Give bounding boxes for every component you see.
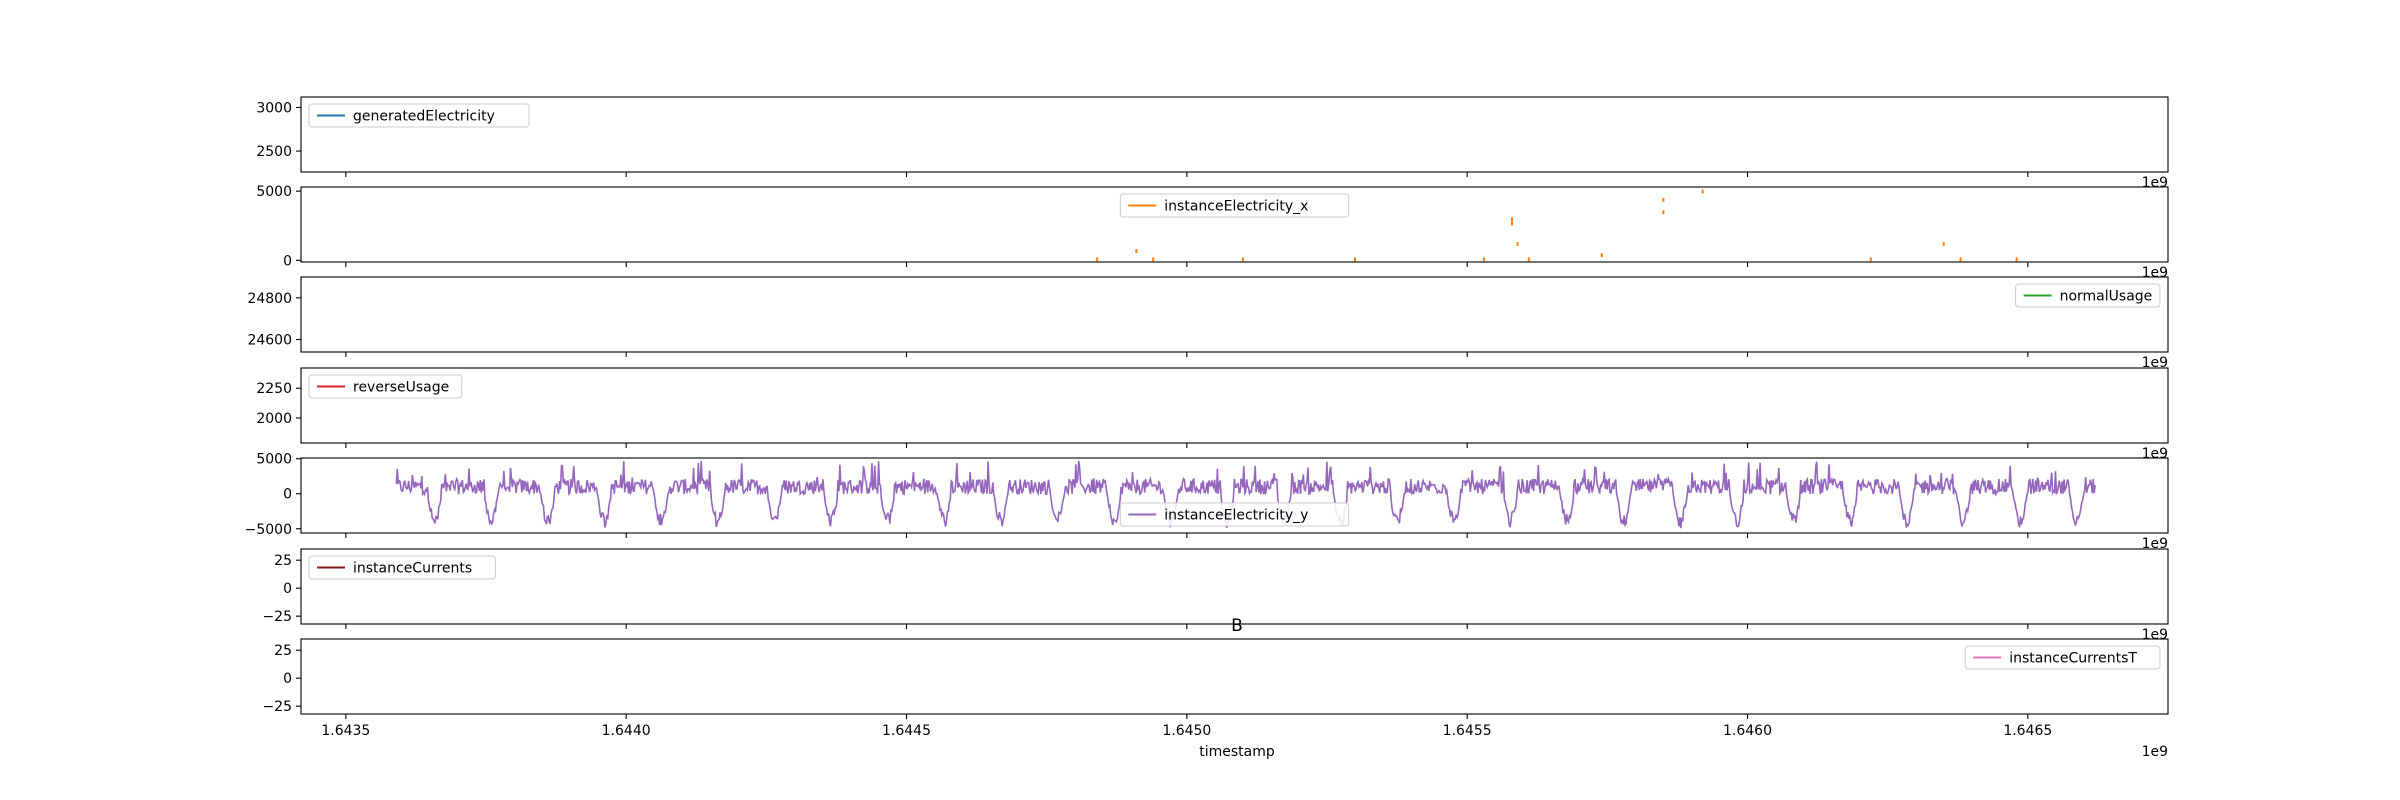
data-point [1869,257,1872,262]
axes-frame [300,96,2169,173]
legend-instanceCurrentsT: instanceCurrentsT [1964,645,2161,670]
series-line-instanceElectricity_y [395,460,2096,529]
data-point [1527,257,1530,262]
data-point [1511,217,1514,222]
data-point [1241,257,1244,262]
y-tick-label: 5000 [256,452,292,468]
axes-frame [300,367,2169,444]
x-offset-label: 1e9 [2142,536,2168,552]
x-tick-label: 1.6440 [602,723,651,739]
legend-label: instanceCurrents [353,561,472,577]
legend-label: generatedElectricity [353,109,495,125]
axes-frame [300,638,2169,715]
data-point [1600,253,1603,258]
panel-normalUsage: 1e9 24600 24800 normalUsage [247,276,2169,371]
x-tick-label: 1.6465 [2003,723,2052,739]
y-tick-label: 24800 [247,291,292,307]
data-point [1135,249,1138,254]
x-tick-label: 1.6460 [1723,723,1772,739]
x-tick-label: 1.6455 [1443,723,1492,739]
plot-area [1096,189,2018,262]
legend-box [2015,283,2161,308]
legend-label: instanceCurrentsT [2009,651,2137,667]
x-tick-label: 1.6450 [1162,723,1211,739]
x-tick-label: 1.6445 [882,723,931,739]
y-tick-label: 3000 [256,100,292,116]
x-axis-label: timestamp [1199,744,1275,760]
y-tick-label: 2250 [256,381,292,397]
axes-frame [300,457,2169,534]
panel-instanceElectricity_x: 1e9 0 5000 instanceElectricity_x [256,184,2169,281]
x-offset-label: 1e9 [2142,446,2168,462]
x-offset-label: 1e9 [2142,355,2168,371]
data-point [2015,257,2018,262]
data-point [1096,257,1099,262]
data-point [1354,257,1357,262]
panel-generatedElectricity: 1e9 2500 3000 generatedElectricity [256,96,2169,191]
legend-reverseUsage: reverseUsage [308,374,463,399]
y-tick-label: 25 [274,553,292,569]
y-tick-label: −5000 [245,522,292,538]
y-tick-label: 0 [283,671,292,687]
data-point [1152,257,1155,262]
panel-instanceCurrentsT: 1.6435 1.6440 1.6445 1.6450 1.6455 1.6460 1.64… [262,638,2169,739]
y-tick-label: 2000 [256,411,292,427]
y-tick-label: 24600 [247,333,292,349]
y-tick-label: 25 [274,643,292,659]
legend-box [1119,502,1350,527]
data-point [1662,210,1665,215]
x-tick-label: 1.6435 [321,723,370,739]
x-offset-label: 1e9 [2142,175,2168,191]
plot-area [395,460,2096,529]
data-point [1942,242,1945,247]
legend-label: instanceElectricity_y [1164,508,1308,524]
y-tick-label: 2500 [256,144,292,160]
data-point [1511,221,1514,226]
legend-label: reverseUsage [353,380,449,396]
y-tick-label: 0 [283,253,292,269]
legend-box [308,555,496,580]
x-offset-label: 1e9 [2142,744,2168,760]
axes-frame [300,276,2169,353]
x-offset-label: 1e9 [2142,265,2168,281]
legend-box [1964,645,2161,670]
panel-instanceElectricity_y: 1e9 −5000 0 5000 instanceElectricity_y [245,452,2169,552]
data-point [1482,257,1485,262]
axes-frame [300,548,2169,625]
y-tick-label: 5000 [256,184,292,200]
data-point [1701,189,1704,194]
y-tick-label: −25 [262,609,292,625]
panel-instanceCurrents: 1e9 −25 0 25 instanceCurrents [262,548,2169,643]
panel-reverseUsage: 1e9 2000 2250 reverseUsage [256,367,2169,462]
data-point [1662,197,1665,202]
y-tick-label: 0 [283,581,292,597]
panels: 1e925003000generatedElectricity1e905000i… [245,96,2169,739]
legend-box [308,103,530,128]
legend-box [1119,193,1350,218]
y-tick-label: −25 [262,699,292,715]
legend-instanceElectricity_y: instanceElectricity_y [1119,502,1350,527]
x-offset-label: 1e9 [2142,627,2168,643]
data-point [1959,257,1962,262]
y-tick-label: 0 [283,487,292,503]
data-point [1516,242,1519,247]
legend-box [308,374,463,399]
legend-instanceElectricity_x: instanceElectricity_x [1119,193,1350,218]
legend-label: instanceElectricity_x [1164,199,1308,215]
figure-title: B [1231,616,1243,636]
legend-instanceCurrents: instanceCurrents [308,555,496,580]
legend-generatedElectricity: generatedElectricity [308,103,530,128]
axes-frame [300,186,2169,263]
legend-normalUsage: normalUsage [2015,283,2161,308]
legend-label: normalUsage [2060,289,2153,305]
